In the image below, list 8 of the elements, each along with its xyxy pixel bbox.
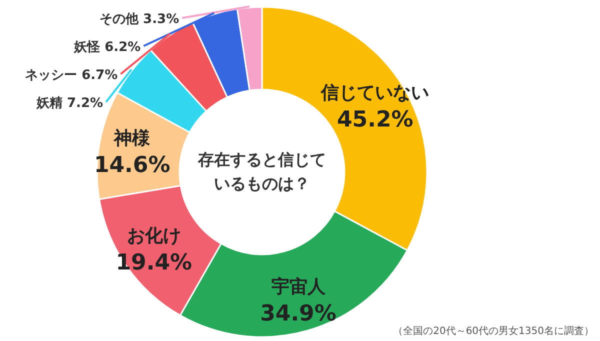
data-label: 34.9% xyxy=(260,302,336,327)
data-label: 14.6% xyxy=(94,152,170,178)
slice-label: お化け xyxy=(126,225,181,246)
text: （全国の20代～60代の男女1350名に調査） xyxy=(393,325,594,337)
data-label: 45.2% xyxy=(336,107,414,132)
text: 存在すると信じているものは？ xyxy=(196,149,327,195)
slice-label: 神様 xyxy=(113,128,152,149)
slice-label: 宇宙人 xyxy=(271,276,326,298)
